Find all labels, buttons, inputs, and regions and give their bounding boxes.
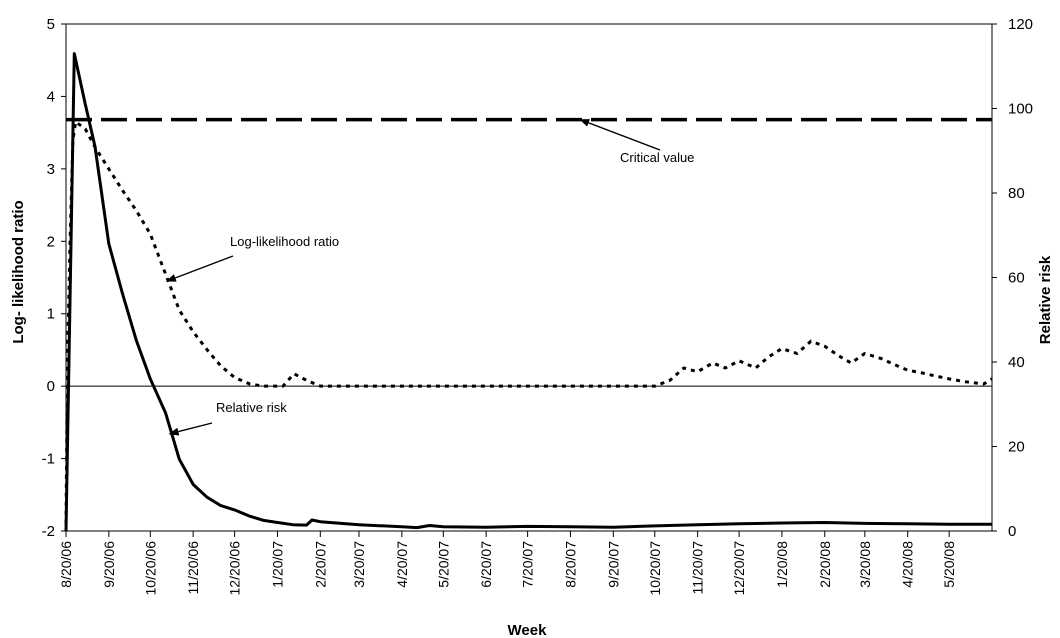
y-right-tick-label: 60 <box>1008 270 1025 287</box>
x-tick-label: 2/20/07 <box>312 541 328 588</box>
x-tick-label: 7/20/07 <box>520 541 536 588</box>
relative-risk-series-line <box>64 52 992 532</box>
y-left-tick-label: 1 <box>47 306 55 323</box>
x-tick-label: 2/20/08 <box>817 541 833 588</box>
x-tick-label: 3/20/08 <box>857 541 873 588</box>
x-tick-label: 8/20/06 <box>58 541 74 588</box>
x-tick-label: 11/20/07 <box>690 541 706 595</box>
x-tick-label: 6/20/07 <box>478 541 494 588</box>
y-right-tick-label: 100 <box>1008 101 1033 118</box>
y-right-tick-label: 0 <box>1008 523 1016 540</box>
y-left-tick-label: 3 <box>47 161 55 178</box>
tick-labels-group: 5 4 3 2 1 0 -1 -2 120 100 80 60 40 20 0 8/20/06 9/20/06 1… <box>42 16 1033 596</box>
series-group <box>64 52 993 532</box>
x-tick-label: 3/20/07 <box>351 541 367 588</box>
y-left-tick-label: 2 <box>47 233 55 250</box>
annotation-arrow <box>579 118 661 151</box>
x-tick-label: 9/20/06 <box>101 541 117 588</box>
y-axis-left-title: Log- likelihood ratio <box>10 200 27 343</box>
x-tick-label: 1/20/08 <box>774 541 790 588</box>
x-tick-label: 5/20/08 <box>941 541 957 588</box>
y-left-tick-label: -1 <box>42 451 55 468</box>
y-right-tick-label: 20 <box>1008 439 1025 456</box>
y-right-tick-label: 120 <box>1008 16 1033 33</box>
annotation-label: Critical value <box>620 150 694 165</box>
y-left-tick-label: 5 <box>47 16 55 33</box>
annotation-label: Log-likelihood ratio <box>230 234 339 249</box>
axes-group <box>61 23 997 537</box>
x-tick-label: 12/20/06 <box>227 541 243 596</box>
y-axis-right-title: Relative risk <box>1037 255 1054 344</box>
annotation-label: Relative risk <box>216 400 287 415</box>
x-tick-label: 12/20/07 <box>731 541 747 596</box>
y-left-tick-label: 4 <box>47 88 55 105</box>
annotations-group: Critical value Log-likelihood ratio Relati… <box>165 118 694 436</box>
annotation-arrow <box>165 255 234 282</box>
annotation-arrow <box>168 422 213 436</box>
plot-frame <box>65 23 993 532</box>
x-tick-label: 11/20/06 <box>185 541 201 595</box>
x-tick-label: 1/20/07 <box>270 541 286 588</box>
x-tick-label: 10/20/06 <box>142 541 158 596</box>
y-left-tick-label: 0 <box>47 378 55 395</box>
x-tick-label: 5/20/07 <box>435 541 451 588</box>
y-right-tick-label: 80 <box>1008 185 1025 202</box>
y-right-tick-label: 40 <box>1008 354 1025 371</box>
x-tick-label: 8/20/07 <box>563 541 579 588</box>
x-axis-title: Week <box>508 622 548 638</box>
log-likelihood-ratio-series-line <box>64 120 993 524</box>
x-tick-label: 10/20/07 <box>647 541 663 596</box>
y-left-tick-label: -2 <box>42 523 55 540</box>
x-tick-label: 4/20/08 <box>900 541 916 588</box>
x-tick-label: 4/20/07 <box>394 541 410 588</box>
x-tick-label: 9/20/07 <box>605 541 621 588</box>
